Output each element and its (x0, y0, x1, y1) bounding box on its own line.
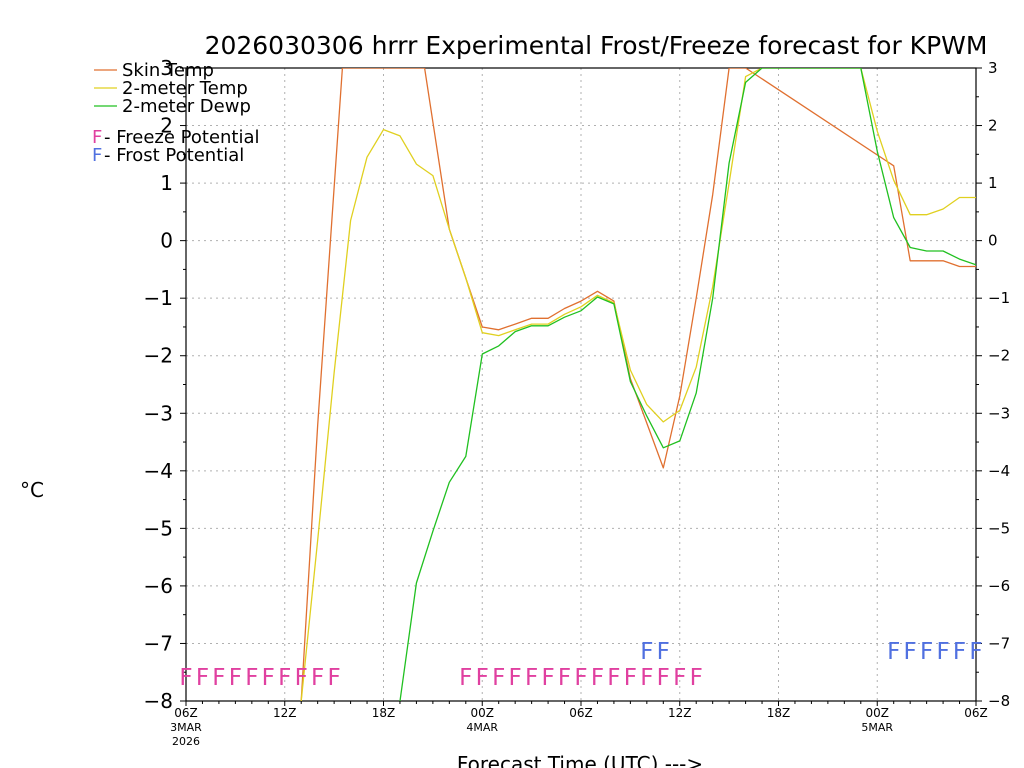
legend-label: 2-meter Temp (122, 78, 248, 99)
legend-marker-label: - Frost Potential (104, 145, 244, 166)
potential-marker-frost-potential: F (904, 639, 917, 665)
data-series (300, 68, 976, 701)
potential-marker-freeze-potential: F (262, 665, 275, 691)
potential-marker-freeze-potential: F (459, 665, 472, 691)
x-tick-label: 12Z (668, 706, 692, 720)
y-tick-label-right: −4 (988, 462, 1010, 480)
x-tick-label: 18Z (372, 706, 396, 720)
potential-marker-freeze-potential: F (673, 665, 686, 691)
potential-marker-frost-potential: F (640, 639, 653, 665)
potential-marker-freeze-potential: F (179, 665, 192, 691)
y-tick-label-left: −2 (144, 344, 173, 368)
potential-marker-freeze-potential: F (212, 665, 225, 691)
potential-marker-freeze-potential: F (509, 665, 522, 691)
y-tick-label-left: −3 (144, 401, 173, 425)
y-tick-label-left: −8 (144, 689, 173, 713)
y-tick-label-right: 2 (988, 117, 998, 135)
potential-marker-frost-potential: F (920, 639, 933, 665)
y-tick-label-left: −7 (144, 631, 173, 655)
potential-marker-freeze-potential: F (558, 665, 571, 691)
potential-marker-freeze-potential: F (574, 665, 587, 691)
potential-marker-freeze-potential: F (624, 665, 637, 691)
x-tick-date: 3MAR (170, 721, 202, 734)
y-tick-label-right: −1 (988, 289, 1010, 307)
legend-marker-label: - Freeze Potential (104, 127, 260, 148)
grid (186, 68, 976, 701)
chart-title: 2026030306 hrrr Experimental Frost/Freez… (205, 31, 988, 60)
potential-markers: F F F F F F F F F F F F F F F F F F F F F F F F FF F F F F F F F (179, 639, 982, 691)
potential-marker-freeze-potential: F (311, 665, 324, 691)
y-tick-label-left: −6 (144, 574, 173, 598)
2-meter-temp-line (300, 68, 976, 701)
y-tick-label-right: −3 (988, 404, 1010, 422)
x-tick-label: 06Z (174, 706, 198, 720)
potential-marker-frost-potential: F (887, 639, 900, 665)
legend-marker-letter: F (92, 145, 102, 166)
potential-marker-frost-potential: F (936, 639, 949, 665)
y-tick-label-right: 1 (988, 174, 998, 192)
potential-marker-freeze-potential: F (278, 665, 291, 691)
y-tick-label-left: 0 (160, 229, 173, 253)
y-tick-label-right: −7 (988, 634, 1010, 652)
potential-marker-freeze-potential: F (476, 665, 489, 691)
x-tick-label: 18Z (767, 706, 791, 720)
y-tick-label-right: −2 (988, 347, 1010, 365)
x-tick-label: 06Z (569, 706, 593, 720)
potential-marker-freeze-potential: F (607, 665, 620, 691)
potential-marker-freeze-potential: F (492, 665, 505, 691)
x-tick-date: 5MAR (861, 721, 893, 734)
x-axis-label: Forecast Time (UTC) ---> (457, 752, 703, 768)
legend-label: Skin Temp (122, 60, 214, 81)
potential-marker-freeze-potential: F (229, 665, 242, 691)
x-tick-date: 4MAR (466, 721, 498, 734)
x-tick-year: 2026 (172, 735, 200, 748)
x-tick-label: 00Z (471, 706, 495, 720)
y-tick-label-right: −8 (988, 692, 1010, 710)
axes: −8 −8 −7 −7 −6 −6 −5 −5 −4 −4 −3 −3 −2 −2 −1 −1 0 0 1 1 2 2 3 3… (144, 56, 1011, 748)
potential-marker-freeze-potential: F (657, 665, 670, 691)
x-tick-label: 06Z (964, 706, 988, 720)
potential-marker-freeze-potential: F (328, 665, 341, 691)
y-tick-label-right: 0 (988, 232, 998, 250)
potential-marker-frost-potential: F (969, 639, 982, 665)
potential-marker-freeze-potential: F (245, 665, 258, 691)
legend-label: 2-meter Dewp (122, 96, 251, 117)
skin-temp-line (300, 68, 976, 701)
y-tick-label-left: −1 (144, 286, 173, 310)
y-tick-label-right: −5 (988, 519, 1010, 537)
y-tick-label-right: −6 (988, 577, 1010, 595)
potential-marker-freeze-potential: F (640, 665, 653, 691)
legend-marker-letter: F (92, 127, 102, 148)
2-meter-dewp-line (399, 68, 976, 701)
potential-marker-freeze-potential: F (295, 665, 308, 691)
potential-marker-freeze-potential: F (541, 665, 554, 691)
potential-marker-freeze-potential: F (196, 665, 209, 691)
y-tick-label-left: 1 (160, 171, 173, 195)
x-tick-label: 12Z (273, 706, 297, 720)
y-tick-label-left: 2 (160, 114, 173, 138)
y-tick-label-right: 3 (988, 59, 998, 77)
y-axis-label: °C (20, 478, 44, 502)
potential-marker-freeze-potential: F (690, 665, 703, 691)
plot-frame (185, 67, 977, 702)
potential-marker-frost-potential: F (657, 639, 670, 665)
potential-marker-freeze-potential: F (591, 665, 604, 691)
y-tick-label-left: −5 (144, 516, 173, 540)
y-tick-label-left: 3 (160, 56, 173, 80)
y-tick-label-left: −4 (144, 459, 173, 483)
potential-marker-freeze-potential: F (525, 665, 538, 691)
potential-marker-frost-potential: F (953, 639, 966, 665)
x-tick-label: 00Z (866, 706, 890, 720)
